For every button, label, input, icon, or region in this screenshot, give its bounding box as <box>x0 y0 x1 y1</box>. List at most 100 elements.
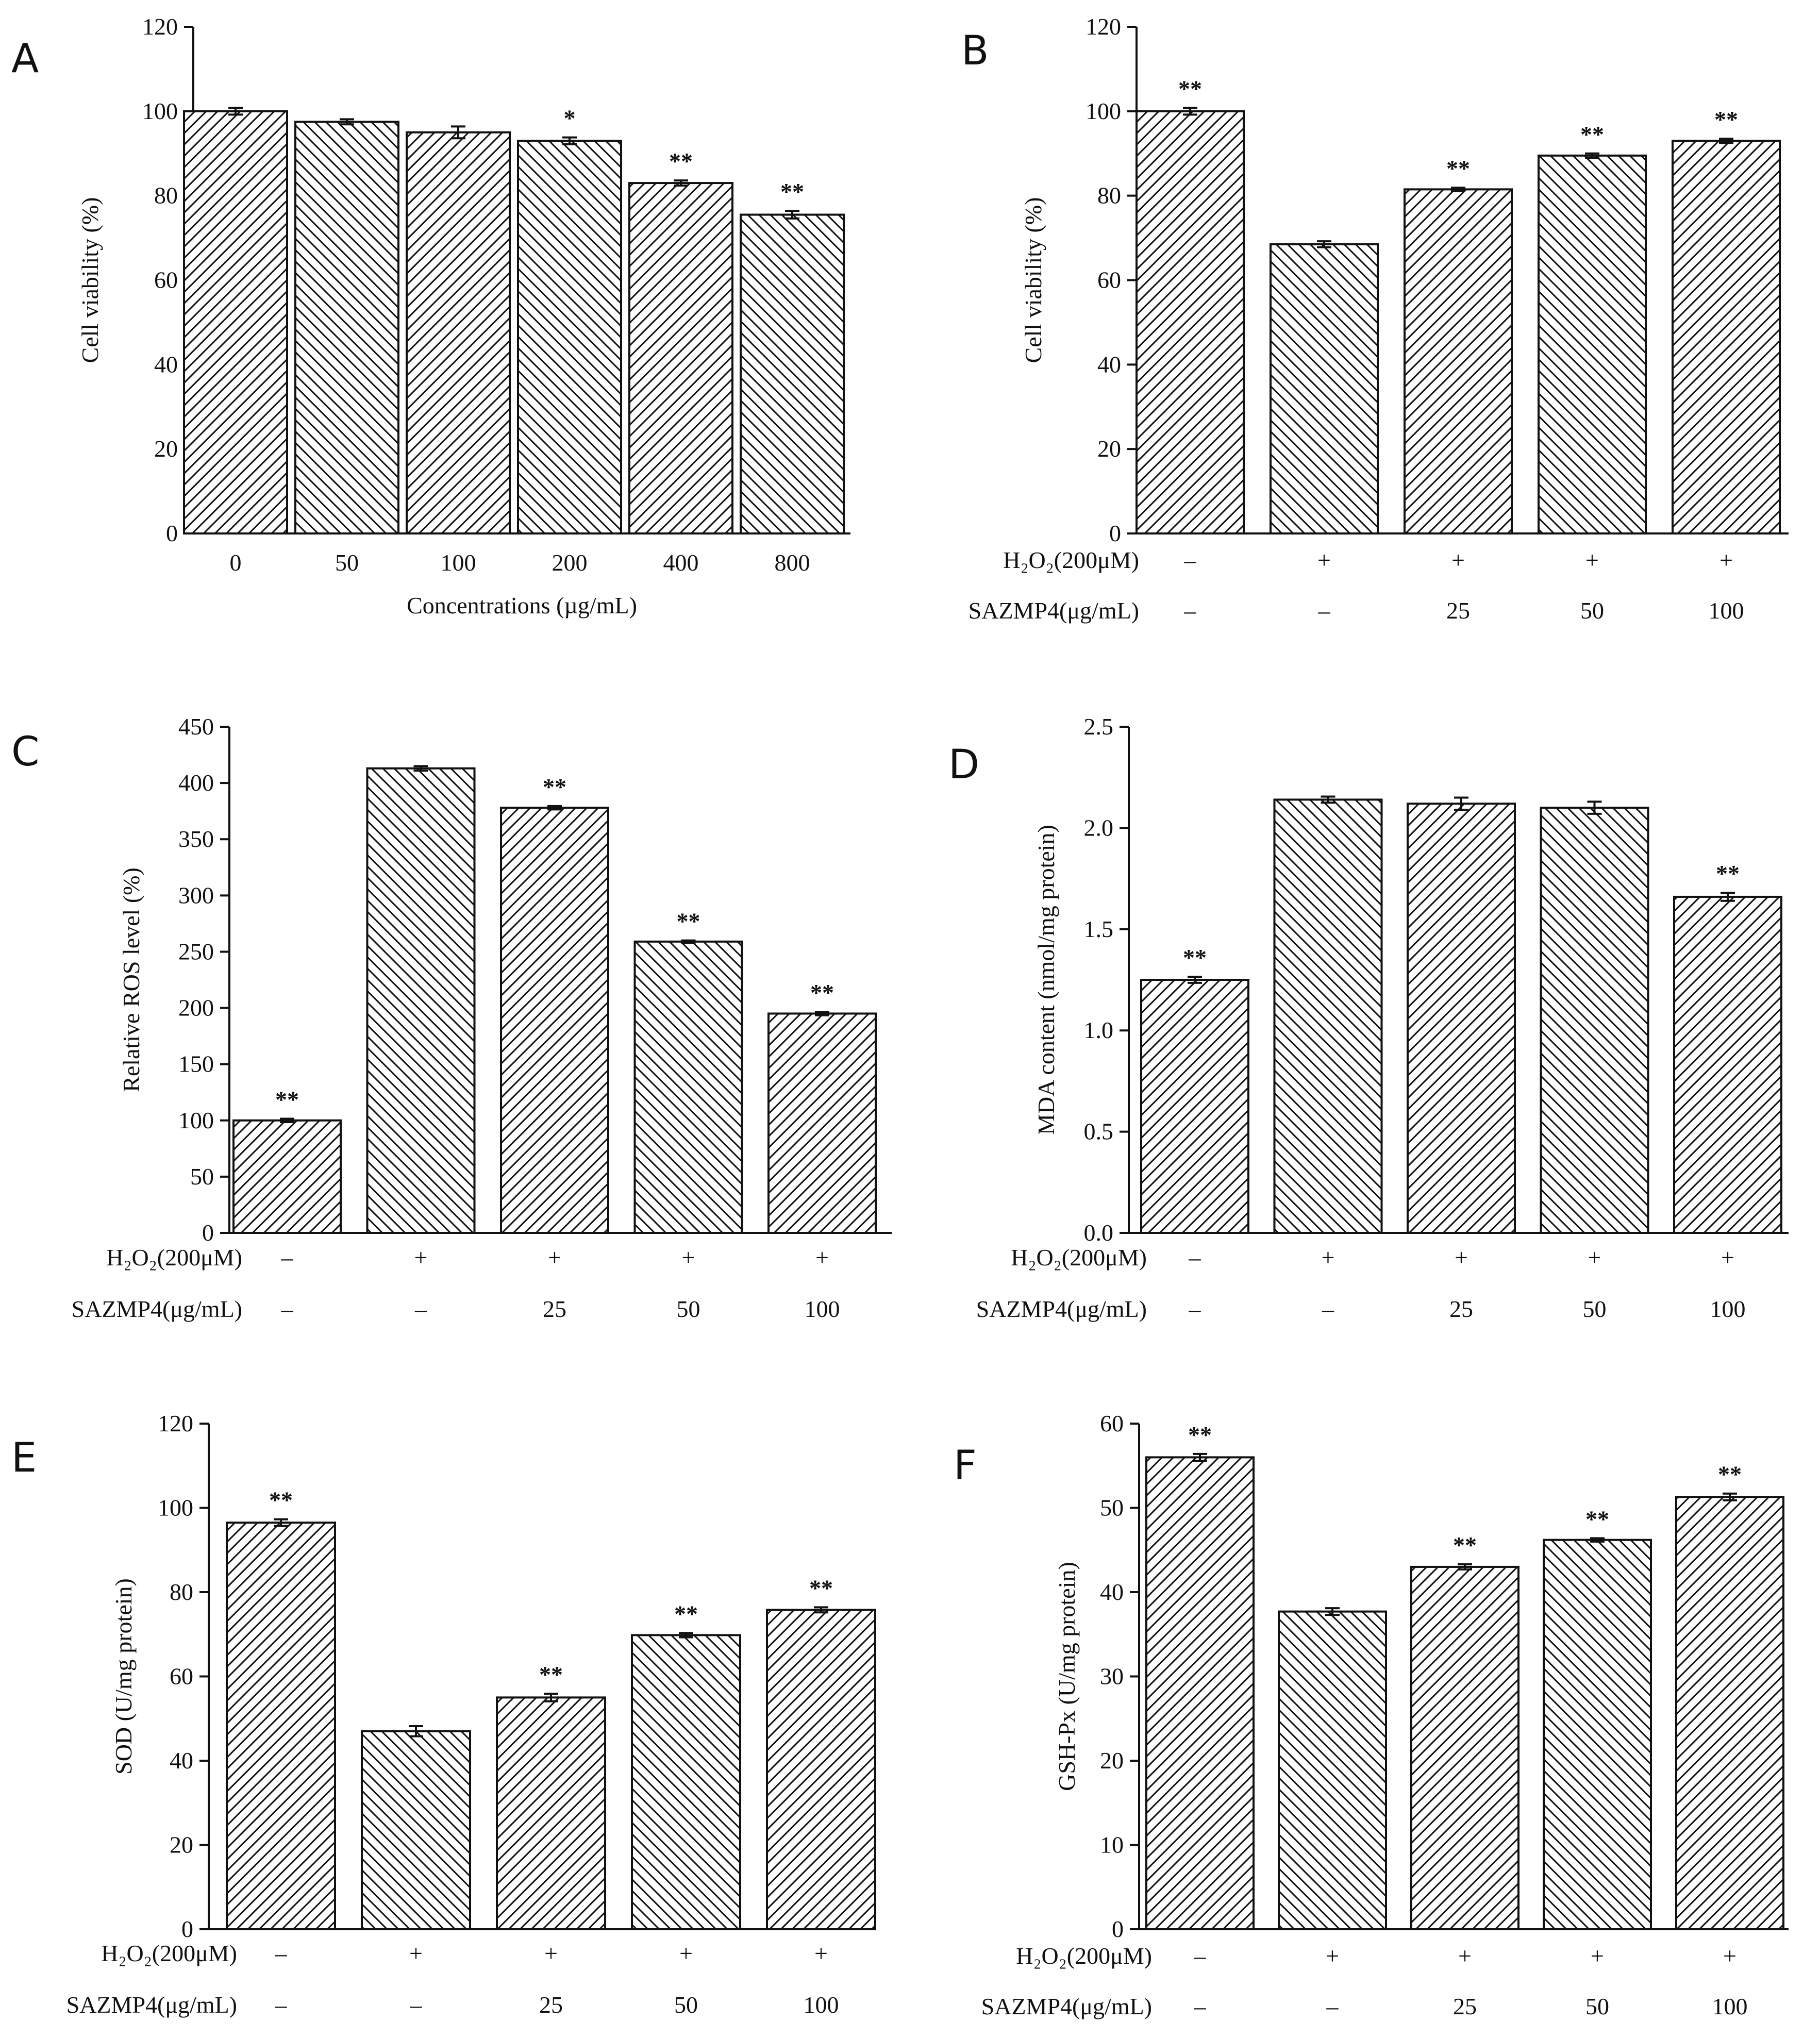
panel-e-errorbar-2 <box>409 1725 423 1738</box>
panel-f-errorbar-4 <box>1590 1537 1605 1543</box>
panel-a-bar-5 <box>628 182 733 534</box>
panel-a-significance-4: * <box>564 105 576 131</box>
panel-c-h2o2-value: – <box>281 1244 294 1271</box>
panel-e-h2o2-value: + <box>814 1940 828 1966</box>
panel-f-ylabel: GSH-Px (U/mg protein) <box>1054 1562 1080 1791</box>
panel-d-h2o2-value: + <box>1455 1244 1468 1271</box>
panel-f-significance-5: ** <box>1718 1461 1742 1488</box>
panel-f-sazmp4-value: 100 <box>1712 1993 1748 2019</box>
panel-d-ylabel: MDA content (nmol/mg protein) <box>1033 825 1059 1135</box>
panel-c-errorbar-4 <box>681 939 696 944</box>
panel-b-significance-3: ** <box>1446 155 1470 181</box>
panel-d-errorbar-3 <box>1454 796 1468 811</box>
panel-c-h2o2-value: + <box>414 1244 428 1271</box>
panel-b-h2o2-value: + <box>1585 547 1599 573</box>
panel-a-ytick-label: 80 <box>154 182 178 209</box>
panel-c-significance-1: ** <box>275 1087 299 1113</box>
panel-d-ytick-label: 1.0 <box>1084 1017 1114 1043</box>
panel-c-ytick-label: 100 <box>178 1107 214 1133</box>
panel-a-bar-3 <box>406 131 511 534</box>
panel-f-bar-5 <box>1675 1496 1784 1931</box>
panel-b-bar-3 <box>1404 188 1513 535</box>
panel-a-xtick-label: 0 <box>230 549 242 576</box>
panel-c-significance-5: ** <box>810 979 834 1006</box>
panel-a-significance-6: ** <box>780 178 804 205</box>
panel-e-errorbar-5 <box>814 1606 828 1614</box>
panel-b-h2o2-value: + <box>1719 547 1733 573</box>
panel-f-ytick-label: 20 <box>1100 1747 1124 1774</box>
panel-e-bar-5 <box>766 1609 876 1930</box>
panel-a-significance-5: ** <box>669 148 693 174</box>
panel-d-ytick-label: 2.0 <box>1084 814 1114 841</box>
panel-f-letter: F <box>954 1443 977 1489</box>
panel-d-significance-1: ** <box>1183 944 1207 971</box>
panel-b-ylabel: Cell viability (%) <box>1020 197 1046 363</box>
panel-f-h2o2-value: + <box>1326 1943 1339 1969</box>
panel-a-xtick-label: 50 <box>335 549 359 576</box>
panel-f-significance-1: ** <box>1188 1422 1212 1448</box>
panel-d-ytick-label: 0.0 <box>1084 1220 1114 1246</box>
panel-e-sazmp4-label: SAZMP4(μg/mL) <box>66 1992 237 2018</box>
panel-a-ytick-label: 100 <box>142 98 178 124</box>
panel-e-ytick-label: 20 <box>170 1832 193 1858</box>
panel-e-h2o2-value: + <box>409 1940 423 1966</box>
panel-b-significance-4: ** <box>1580 121 1604 147</box>
panel-b-sazmp4-value: 50 <box>1580 597 1604 624</box>
panel-a-xtick-label: 200 <box>552 549 588 576</box>
panel-a-ytick-label: 0 <box>166 520 178 546</box>
panel-a-xtick-label: 100 <box>441 549 476 576</box>
panel-f-h2o2-value: + <box>1458 1943 1472 1969</box>
panel-f-bar-2 <box>1278 1610 1387 1930</box>
panel-a-errorbar-5 <box>674 179 688 187</box>
panel-f-ytick-label: 40 <box>1100 1579 1124 1605</box>
panel-d-bar-3 <box>1407 803 1516 1234</box>
panel-c-h2o2-label: H₂O₂(200μM) <box>106 1244 242 1271</box>
panel-c-h2o2-value: + <box>548 1244 561 1271</box>
panel-f-ytick-label: 0 <box>1112 1916 1124 1942</box>
panel-a-ytick-label: 60 <box>154 267 178 293</box>
panel-c-sazmp4-value: 50 <box>677 1296 700 1322</box>
panel-d-h2o2-value: + <box>1588 1244 1601 1271</box>
panel-e-h2o2-value: + <box>544 1940 558 1966</box>
panel-f-sazmp4-value: – <box>1194 1993 1207 2019</box>
panel-f-ytick-label: 50 <box>1100 1495 1124 1521</box>
panel-f-errorbar-5 <box>1723 1492 1737 1501</box>
panel-a-letter: A <box>11 36 39 82</box>
panel-b-sazmp4-label: SAZMP4(μg/mL) <box>969 597 1139 624</box>
panel-b-bar-2 <box>1270 243 1379 534</box>
panel-b-ytick-label: 20 <box>1097 436 1121 462</box>
panel-f-sazmp4-value: 25 <box>1453 1993 1477 2019</box>
panel-c-errorbar-3 <box>547 805 562 811</box>
panel-b-sazmp4-value: – <box>1318 597 1331 624</box>
panel-b-bar-1 <box>1136 110 1245 535</box>
panel-c-sazmp4-value: – <box>414 1296 427 1322</box>
panel-c-ytick-label: 200 <box>178 995 214 1021</box>
panel-c-ytick-label: 50 <box>190 1163 214 1190</box>
panel-b-h2o2-value: – <box>1184 547 1197 573</box>
panel-c-errorbar-1 <box>280 1117 294 1124</box>
panel-e-ytick-label: 120 <box>158 1410 193 1436</box>
panel-d-sazmp4-value: – <box>1189 1296 1201 1322</box>
panel-b-ytick-label: 100 <box>1086 98 1121 124</box>
panel-d-significance-5: ** <box>1716 860 1740 887</box>
panel-f-sazmp4-label: SAZMP4(μg/mL) <box>981 1993 1152 2019</box>
panel-d-letter: D <box>948 742 979 788</box>
panel-c-ytick-label: 150 <box>178 1051 214 1077</box>
panel-c-ytick-label: 0 <box>202 1220 214 1246</box>
panel-d-h2o2-value: – <box>1189 1244 1201 1271</box>
panel-d-h2o2-value: + <box>1721 1244 1734 1271</box>
panel-b-ytick-label: 0 <box>1109 520 1121 546</box>
panel-b-ytick-label: 40 <box>1097 351 1121 377</box>
panel-b-ytick-label: 120 <box>1086 13 1121 40</box>
panel-d-sazmp4-value: – <box>1322 1296 1334 1322</box>
panel-d-errorbar-2 <box>1321 795 1335 804</box>
panel-b-errorbar-3 <box>1451 187 1465 192</box>
panel-d-bar-5 <box>1673 895 1782 1234</box>
panel-e-ytick-label: 80 <box>170 1579 193 1605</box>
panel-c-sazmp4-value: 25 <box>543 1296 566 1322</box>
panel-f-sazmp4-value: – <box>1326 1993 1339 2019</box>
panel-c-ytick-label: 400 <box>178 770 214 796</box>
panel-b-significance-1: ** <box>1178 75 1202 102</box>
panel-d-ytick-label: 2.5 <box>1084 713 1114 740</box>
